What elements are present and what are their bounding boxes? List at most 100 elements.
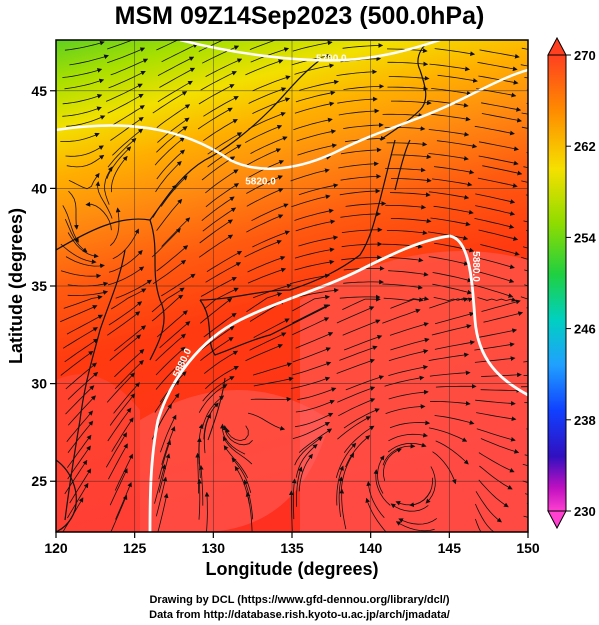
streamline (202, 207, 237, 232)
x-axis-label: Longitude (degrees) (205, 559, 378, 579)
streamline (436, 140, 478, 149)
streamline (151, 287, 185, 313)
streamline (390, 154, 432, 160)
streamline (151, 228, 181, 258)
streamline (106, 372, 135, 403)
streamline (382, 112, 424, 118)
streamline (151, 294, 184, 322)
streamline (252, 75, 291, 92)
streamline (385, 404, 426, 414)
streamline (475, 256, 515, 269)
streamline (205, 366, 239, 390)
streamline (66, 154, 105, 168)
streamline (203, 413, 211, 454)
streamline (377, 455, 385, 494)
streamline (388, 349, 429, 362)
streamline (231, 457, 252, 494)
streamline (62, 327, 98, 349)
streamline (338, 108, 380, 116)
streamline (65, 362, 97, 390)
streamline (387, 86, 429, 91)
streamline (152, 91, 188, 114)
streamline (389, 192, 431, 198)
streamline (296, 129, 337, 142)
streamline (109, 393, 136, 426)
streamline (154, 464, 167, 504)
streamline (297, 387, 337, 400)
streamline (343, 408, 380, 429)
x-tick-label: 125 (123, 540, 147, 556)
streamline (295, 443, 318, 478)
streamline (106, 146, 132, 179)
streamline (67, 371, 99, 400)
streamline (433, 205, 474, 215)
streamline (252, 97, 291, 114)
streamline (338, 398, 376, 417)
streamline (225, 425, 249, 442)
streamline (343, 83, 385, 90)
streamline (434, 340, 475, 350)
streamline (112, 128, 144, 156)
streamline (289, 273, 330, 285)
streamline (64, 78, 105, 90)
streamline (428, 427, 468, 442)
streamline (60, 132, 100, 142)
streamline (246, 175, 283, 194)
streamline (60, 243, 97, 265)
streamline (111, 155, 128, 193)
contour-label: 5880.0 (470, 251, 481, 282)
streamline (65, 145, 104, 157)
streamline (114, 349, 145, 378)
streamline (157, 493, 169, 532)
streamline (107, 47, 146, 64)
streamline (67, 232, 99, 259)
streamline (292, 317, 330, 336)
streamline (222, 425, 253, 446)
streamline (343, 425, 375, 453)
streamline (196, 437, 202, 479)
colorbar-tick-label: 270 (574, 48, 596, 63)
streamline (341, 255, 382, 261)
streamline (198, 464, 204, 506)
streamline (66, 434, 92, 468)
streamline (107, 40, 134, 50)
streamline (474, 284, 514, 298)
colorbar-tick-label: 246 (574, 322, 596, 337)
streamline (473, 531, 475, 532)
streamline (60, 270, 102, 279)
streamline (67, 482, 89, 519)
streamline (67, 290, 109, 296)
streamline (155, 333, 186, 362)
streamline (197, 478, 202, 520)
streamline (437, 74, 478, 83)
streamline (337, 386, 376, 403)
streamline (478, 155, 519, 166)
streamline (430, 113, 471, 122)
streamline (205, 183, 240, 208)
streamline (200, 297, 233, 324)
streamline (246, 292, 283, 313)
streamline (156, 126, 188, 153)
streamline (155, 160, 182, 193)
streamline (114, 360, 144, 390)
streamline (108, 250, 143, 273)
streamline (291, 478, 297, 520)
streamline (298, 235, 339, 247)
streamline (110, 58, 149, 76)
streamline (432, 451, 457, 485)
streamline (428, 129, 470, 137)
streamline (383, 297, 424, 302)
streamline (388, 432, 428, 442)
streamline (475, 518, 482, 532)
streamline (335, 442, 357, 479)
streamline (247, 412, 286, 431)
streamline (67, 420, 94, 453)
streamline (107, 137, 137, 168)
streamline (110, 116, 144, 141)
y-tick-label: 40 (31, 180, 47, 196)
streamline (429, 297, 469, 309)
colorbar: 270 262 254 246 238 230 (547, 36, 596, 530)
streamline (431, 324, 472, 336)
colorbar-tick-label: 238 (574, 413, 596, 428)
streamline (292, 422, 330, 439)
